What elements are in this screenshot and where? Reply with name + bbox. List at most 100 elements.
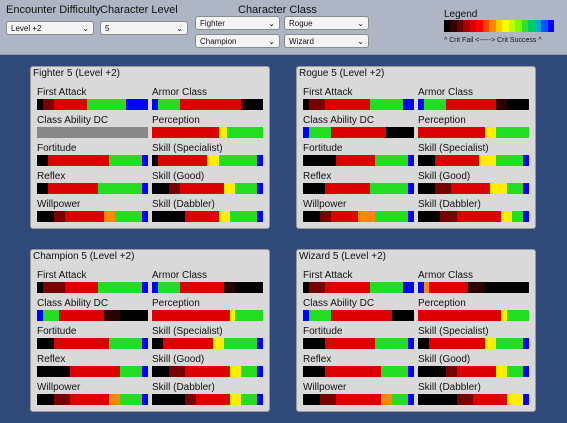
outcome-segment	[103, 211, 115, 222]
stat-class-ability-dc: Class Ability DC	[37, 298, 148, 321]
outcome-bar	[303, 127, 414, 138]
outcome-segment	[235, 282, 263, 293]
outcome-bar	[418, 183, 529, 194]
stat-fortitude: Fortitude	[37, 326, 148, 349]
stat-label: Skill (Specialist)	[152, 143, 223, 154]
legend-swatch	[508, 20, 516, 32]
outcome-bar	[37, 394, 148, 405]
outcome-segment	[109, 155, 143, 166]
class-select-4[interactable]: Wizard ⌄	[284, 34, 369, 48]
legend-swatch	[469, 20, 477, 32]
outcome-segment	[484, 338, 496, 349]
stat-perception: Perception	[152, 298, 263, 321]
class-select-3-value: Champion	[200, 37, 237, 46]
outcome-segment	[64, 211, 104, 222]
outcome-segment	[369, 183, 409, 194]
outcome-segment	[456, 366, 496, 377]
outcome-segment	[229, 366, 241, 377]
panel-title: Fighter 5 (Level +2)	[33, 68, 120, 79]
outcome-segment	[418, 127, 485, 138]
outcome-segment	[429, 282, 468, 293]
stat-label: Willpower	[37, 382, 81, 393]
outcome-segment	[303, 338, 326, 349]
stat-skill-dabbler: Skill (Dabbler)	[152, 382, 263, 405]
outcome-segment	[53, 394, 71, 405]
outcome-segment	[37, 310, 43, 321]
chevron-down-icon: ⌄	[357, 37, 364, 46]
outcome-segment	[109, 338, 143, 349]
stat-skill-dabbler: Skill (Dabbler)	[152, 199, 263, 222]
outcome-bar	[303, 155, 414, 166]
outcome-segment	[358, 211, 376, 222]
stat-label: Reflex	[303, 171, 332, 182]
outcome-bar	[303, 99, 414, 110]
outcome-segment	[330, 127, 387, 138]
outcome-segment	[152, 99, 158, 110]
outcome-segment	[375, 155, 409, 166]
outcome-segment	[152, 338, 164, 349]
outcome-segment	[218, 155, 258, 166]
outcome-segment	[495, 366, 507, 377]
stat-first-attack: First Attack	[303, 270, 414, 293]
stat-label: Class Ability DC	[303, 298, 375, 309]
outcome-bar	[37, 183, 148, 194]
outcome-bar	[418, 155, 529, 166]
outcome-segment	[319, 211, 331, 222]
outcome-segment	[48, 183, 99, 194]
stat-fortitude: Fortitude	[303, 326, 414, 349]
outcome-segment	[380, 394, 392, 405]
outcome-segment	[168, 183, 180, 194]
outcome-segment	[418, 282, 424, 293]
stat-skill-good: Skill (Good)	[418, 354, 529, 377]
stat-label: Skill (Dabbler)	[418, 382, 481, 393]
outcome-segment	[429, 338, 485, 349]
outcome-segment	[418, 366, 446, 377]
outcome-segment	[523, 366, 529, 377]
outcome-bar	[152, 183, 263, 194]
stat-label: Perception	[418, 115, 466, 126]
outcome-segment	[440, 211, 457, 222]
stat-label: Willpower	[37, 199, 81, 210]
outcome-segment	[37, 338, 54, 349]
outcome-segment	[53, 99, 87, 110]
outcome-segment	[423, 99, 446, 110]
outcome-segment	[325, 366, 381, 377]
chevron-down-icon: ⌄	[268, 19, 275, 28]
stat-label: First Attack	[37, 270, 87, 281]
outcome-bar	[37, 366, 148, 377]
outcome-segment	[37, 282, 43, 293]
outcome-segment	[506, 394, 524, 405]
outcome-segment	[142, 183, 148, 194]
legend-swatch	[495, 20, 503, 32]
outcome-segment	[325, 183, 370, 194]
class-select-2[interactable]: Rogue ⌄	[284, 16, 369, 30]
outcome-segment	[418, 310, 502, 321]
outcome-segment	[185, 211, 219, 222]
stat-first-attack: First Attack	[303, 87, 414, 110]
stat-label: Fortitude	[37, 143, 77, 154]
outcome-bar	[152, 99, 263, 110]
outcome-segment	[402, 282, 414, 293]
difficulty-select[interactable]: Level +2 ⌄	[6, 21, 94, 35]
outcome-segment	[418, 155, 435, 166]
level-select[interactable]: 5 ⌄	[100, 21, 188, 35]
stat-class-ability-dc: Class Ability DC	[303, 115, 414, 138]
outcome-segment	[325, 338, 376, 349]
class-select-3[interactable]: Champion ⌄	[195, 34, 280, 48]
outcome-segment	[391, 394, 409, 405]
outcome-segment	[152, 155, 158, 166]
class-select-4-value: Wizard	[289, 37, 314, 46]
class-select-1[interactable]: Fighter ⌄	[195, 16, 280, 30]
stat-label: First Attack	[303, 270, 353, 281]
outcome-segment	[196, 394, 230, 405]
legend-swatch	[489, 20, 496, 32]
difficulty-select-value: Level +2	[11, 24, 42, 33]
outcome-segment	[303, 394, 320, 405]
outcome-segment	[325, 282, 370, 293]
outcome-segment	[303, 282, 309, 293]
outcome-segment	[303, 310, 309, 321]
outcome-bar	[418, 366, 529, 377]
stat-label: Reflex	[303, 354, 332, 365]
chevron-down-icon: ⌄	[176, 24, 183, 33]
outcome-segment	[152, 211, 186, 222]
